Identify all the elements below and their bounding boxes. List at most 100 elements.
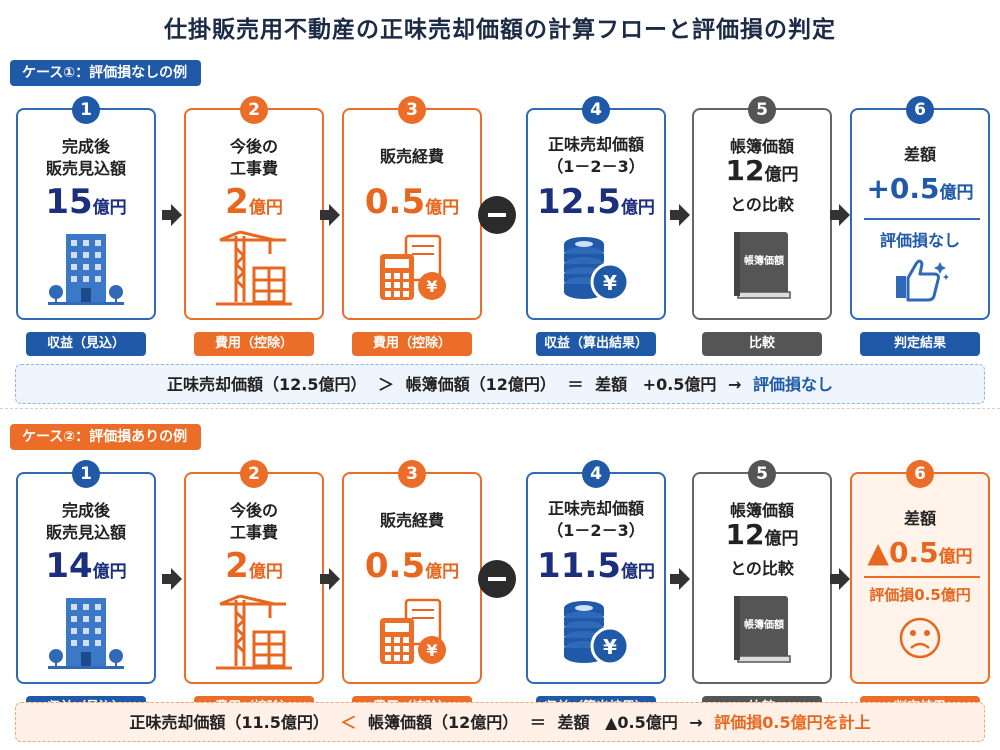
card-label: （1－2－3）	[547, 157, 645, 176]
building-icon	[46, 228, 126, 312]
card-value: 0.5億円	[364, 546, 460, 586]
step-number-badge: 1	[72, 460, 100, 488]
case2-card-construction-cost: 2 今後の 工事費 2億円 費用（控除）	[184, 460, 324, 720]
card-label: 工事費	[229, 523, 278, 542]
case2-card-net-realizable-value: 4 正味売却価額 （1－2－3） 11.5億円 ¥ 収益（算出結果）	[526, 460, 666, 720]
case2-card-result: 6 差額 ▲0.5億円 評価損0.5億円 判定結果	[850, 460, 990, 720]
card-label: 完成後	[61, 137, 110, 156]
case1-summary: 正味売却価額（12.5億円） ＞ 帳簿価額（12億円） ＝ 差額 +0.5億円 …	[15, 364, 985, 404]
case1-card-selling-expense: 3 販売経費 0.5億円 ¥ 費用（控除）	[342, 96, 482, 356]
case1-tag: ケース①：評価損なしの例	[10, 60, 202, 86]
card-value: 15億円	[45, 182, 127, 222]
card-label: 帳簿価額	[729, 137, 794, 156]
card-value: 12.5億円	[537, 182, 655, 222]
divider	[864, 576, 980, 578]
step-number-badge: 5	[748, 460, 776, 488]
coin-stack-yen-icon: ¥	[560, 596, 632, 674]
judgement-text: 評価損なし	[879, 231, 960, 250]
step-number-badge: 4	[582, 460, 610, 488]
page-title: 仕掛販売用不動産の正味売却価額の計算フローと評価損の判定	[164, 17, 836, 43]
card-label: 正味売却価額	[547, 499, 644, 518]
svg-text:¥: ¥	[426, 641, 437, 660]
arrow-right-icon	[320, 204, 340, 226]
card-value: 12億円	[725, 518, 799, 551]
card-value: 0.5億円	[364, 182, 460, 222]
step-number-badge: 6	[906, 96, 934, 124]
minus-icon	[478, 196, 516, 234]
step-number-badge: 4	[582, 96, 610, 124]
card-value: 11.5億円	[537, 546, 655, 586]
section-divider	[0, 408, 1000, 409]
book-label: 帳簿価額	[744, 256, 784, 267]
case1-card-sales-estimate: 1 完成後 販売見込額 15億円 収益（見込）	[16, 96, 156, 356]
card-label: 差額	[903, 145, 936, 164]
case2-card-selling-expense: 3 販売経費 0.5億円 ¥ 費用（控除）	[342, 460, 482, 720]
svg-text:¥: ¥	[426, 277, 437, 296]
step-number-badge: 2	[240, 460, 268, 488]
minus-icon	[478, 560, 516, 598]
card-label: 販売経費	[379, 511, 444, 530]
case2-tag: ケース②：評価損ありの例	[10, 424, 202, 450]
crane-icon	[214, 592, 294, 676]
card-value: 14億円	[45, 546, 127, 586]
case1-card-net-realizable-value: 4 正味売却価額 （1－2－3） 12.5億円 ¥ 収益（算出結果）	[526, 96, 666, 356]
card-label: 差額	[903, 509, 936, 528]
card-value: ▲0.5億円	[867, 536, 973, 569]
case2-summary: 正味売却価額（11.5億円） ＜ 帳簿価額（12億円） ＝ 差額 ▲0.5億円 …	[15, 702, 985, 742]
arrow-right-icon	[830, 568, 850, 590]
case2-flow: 1 完成後 販売見込額 14億円 収益（見込） 2 今後の	[0, 460, 1000, 720]
card-label: 工事費	[229, 159, 278, 178]
arrow-right-icon	[162, 568, 182, 590]
divider	[864, 218, 980, 220]
case1-flow: 1 完成後 販売見込額 15億円 収益（見込） 2 今後の	[0, 96, 1000, 356]
arrow-right-icon	[670, 568, 690, 590]
step-number-badge: 1	[72, 96, 100, 124]
step-number-badge: 5	[748, 96, 776, 124]
card-label: 今後の	[229, 501, 278, 520]
card-category-pill: 判定結果	[860, 332, 980, 356]
judgement-text: 評価損0.5億円	[869, 586, 971, 604]
book-label: 帳簿価額	[744, 620, 784, 631]
step-number-badge: 2	[240, 96, 268, 124]
card-value: 2億円	[225, 182, 283, 222]
arrow-right-icon	[670, 204, 690, 226]
calculator-yen-icon: ¥	[374, 234, 450, 310]
step-number-badge: 3	[398, 96, 426, 124]
crane-icon	[214, 228, 294, 312]
card-label: 正味売却価額	[547, 135, 644, 154]
card-label: 今後の	[229, 137, 278, 156]
coin-stack-yen-icon: ¥	[560, 232, 632, 310]
card-label: 販売見込額	[45, 523, 126, 542]
card-label: 完成後	[61, 501, 110, 520]
building-icon	[46, 592, 126, 676]
case2-card-sales-estimate: 1 完成後 販売見込額 14億円 収益（見込）	[16, 460, 156, 720]
arrow-right-icon	[320, 568, 340, 590]
card-label: との比較	[730, 559, 794, 578]
card-label: 販売経費	[379, 147, 444, 166]
card-label: （1－2－3）	[547, 521, 645, 540]
card-category-pill: 比較	[702, 332, 822, 356]
case1-card-result: 6 差額 +0.5億円 評価損なし 判定結果	[850, 96, 990, 356]
card-value: 2億円	[225, 546, 283, 586]
card-value: 12億円	[725, 154, 799, 187]
case1-card-book-value: 5 帳簿価額 12億円 との比較 帳簿価額 比較	[692, 96, 832, 356]
card-category-pill: 収益（算出結果）	[536, 332, 656, 356]
sad-face-icon	[898, 616, 942, 664]
step-number-badge: 6	[906, 460, 934, 488]
case2-card-book-value: 5 帳簿価額 12億円 との比較 帳簿価額 比較	[692, 460, 832, 720]
card-category-pill: 費用（控除）	[352, 332, 472, 356]
step-number-badge: 3	[398, 460, 426, 488]
svg-text:¥: ¥	[603, 635, 617, 659]
card-label: 販売見込額	[45, 159, 126, 178]
calculator-yen-icon: ¥	[374, 598, 450, 674]
card-label: との比較	[730, 195, 794, 214]
card-category-pill: 収益（見込）	[26, 332, 146, 356]
arrow-right-icon	[162, 204, 182, 226]
card-category-pill: 費用（控除）	[194, 332, 314, 356]
card-value: +0.5億円	[866, 172, 974, 205]
card-label: 帳簿価額	[729, 501, 794, 520]
case1-card-construction-cost: 2 今後の 工事費 2億円 費用（控除）	[184, 96, 324, 356]
book-icon: 帳簿価額	[728, 592, 796, 670]
svg-text:¥: ¥	[603, 271, 617, 295]
arrow-right-icon	[830, 204, 850, 226]
